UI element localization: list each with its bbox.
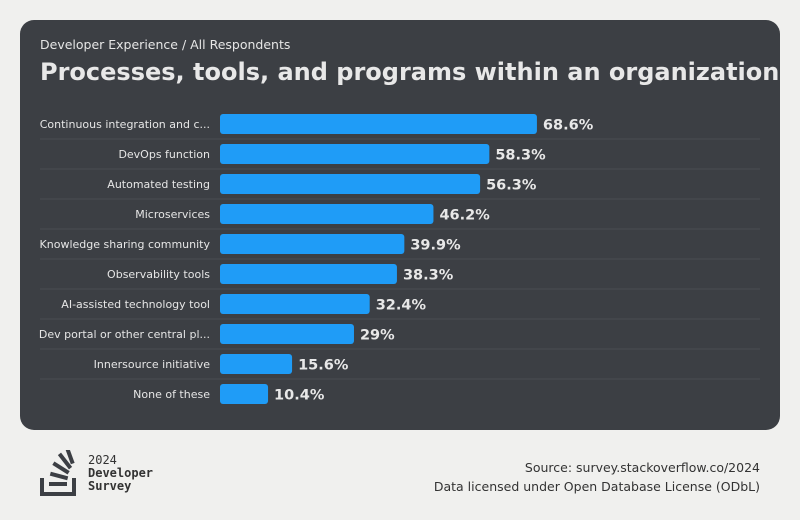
category-label: Innersource initiative: [94, 358, 211, 371]
bar[interactable]: [220, 354, 293, 374]
category-label: Knowledge sharing community: [40, 238, 211, 251]
category-label: Automated testing: [107, 178, 210, 191]
license-text: Data licensed under Open Database Licens…: [433, 479, 760, 494]
value-label: 29%: [360, 328, 395, 344]
logo-line2: Survey: [88, 478, 132, 493]
value-label: 68.6%: [543, 118, 594, 134]
bar[interactable]: [220, 234, 405, 254]
value-label: 58.3%: [495, 148, 546, 164]
value-label: 46.2%: [439, 208, 490, 224]
logo-year: 2024: [88, 452, 117, 467]
category-label: Dev portal or other central pl...: [39, 328, 210, 341]
breadcrumb: Developer Experience / All Respondents: [40, 37, 291, 52]
bar[interactable]: [220, 174, 481, 194]
bar[interactable]: [220, 384, 269, 404]
value-label: 56.3%: [486, 178, 537, 194]
value-label: 38.3%: [403, 268, 454, 284]
bar[interactable]: [220, 264, 397, 284]
category-label: Microservices: [135, 208, 210, 221]
bar[interactable]: [220, 294, 370, 314]
chart-title: Processes, tools, and programs within an…: [40, 58, 780, 86]
category-label: Continuous integration and c...: [40, 118, 210, 131]
category-label: None of these: [133, 388, 210, 401]
value-label: 39.9%: [410, 238, 461, 254]
value-label: 32.4%: [376, 298, 427, 314]
bar[interactable]: [220, 204, 434, 224]
stack-logo-icon: [40, 450, 76, 496]
category-label: Observability tools: [107, 268, 210, 281]
bar[interactable]: [220, 144, 490, 164]
category-label: AI-assisted technology tool: [61, 298, 210, 311]
bar[interactable]: [220, 324, 354, 344]
value-label: 10.4%: [274, 388, 325, 404]
value-label: 15.6%: [298, 358, 349, 374]
category-label: DevOps function: [118, 148, 210, 161]
bar-chart: Continuous integration and c... 68.6% DevO…: [39, 114, 760, 404]
logo-line1: Developer: [88, 465, 154, 480]
bar[interactable]: [220, 114, 537, 134]
chart-card: Developer Experience / All Respondents P…: [20, 20, 780, 430]
source-link[interactable]: Source: survey.stackoverflow.co/2024: [524, 460, 760, 475]
survey-logo: 2024 Developer Survey: [40, 450, 153, 496]
